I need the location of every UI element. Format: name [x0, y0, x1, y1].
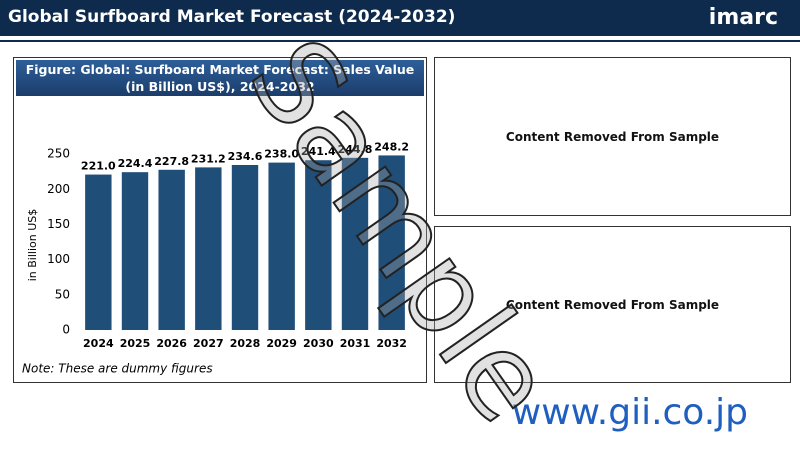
bar	[305, 160, 332, 330]
bar	[268, 162, 295, 330]
bar	[378, 155, 405, 330]
y-tick-label: 150	[47, 217, 70, 231]
header-bar: Global Surfboard Market Forecast (2024-2…	[0, 0, 800, 36]
value-label: 244.8	[338, 143, 373, 156]
y-tick-label: 250	[47, 147, 70, 161]
footer-url: www.gii.co.jp	[511, 392, 748, 433]
bar	[121, 172, 149, 330]
x-tick-label: 2030	[303, 337, 334, 350]
y-tick-label: 200	[47, 182, 70, 196]
value-label: 224.4	[118, 157, 153, 170]
note: Note: These are dummy figures	[22, 362, 213, 376]
value-label: 234.6	[228, 150, 263, 163]
value-label: 231.2	[191, 152, 226, 165]
x-tick-label: 2026	[156, 337, 187, 350]
x-tick-label: 2032	[376, 337, 407, 350]
value-label: 221.0	[81, 160, 116, 173]
value-label: 241.4	[301, 145, 336, 158]
panel: Content Removed From Sample	[434, 57, 791, 216]
bar	[158, 169, 185, 330]
x-tick-label: 2029	[266, 337, 297, 350]
bar	[341, 157, 369, 330]
y-tick-label: 50	[55, 287, 70, 301]
panel: Content Removed From Sample	[434, 226, 791, 383]
y-tick-label: 0	[62, 323, 70, 337]
logo: imarc	[708, 5, 778, 30]
bar	[85, 174, 112, 330]
x-tick-label: 2028	[230, 337, 261, 350]
x-tick-label: 2031	[340, 337, 371, 350]
divider	[0, 40, 800, 42]
value-label: 248.2	[374, 140, 409, 153]
value-label: 238.0	[264, 148, 299, 161]
panel-text: Content Removed From Sample	[505, 129, 720, 144]
x-tick-label: 2027	[193, 337, 224, 350]
bar	[195, 167, 222, 330]
y-axis-title: in Billion US$	[26, 209, 39, 282]
panel-text: Content Removed From Sample	[505, 297, 720, 312]
header-title: Global Surfboard Market Forecast (2024-2…	[8, 7, 456, 27]
bar	[231, 164, 259, 330]
y-tick-label: 100	[47, 252, 70, 266]
x-tick-label: 2025	[120, 337, 151, 350]
x-tick-label: 2024	[83, 337, 114, 350]
chart-title: Figure: Global: Surfboard Market Forecas…	[16, 60, 424, 96]
value-label: 227.8	[154, 155, 189, 168]
